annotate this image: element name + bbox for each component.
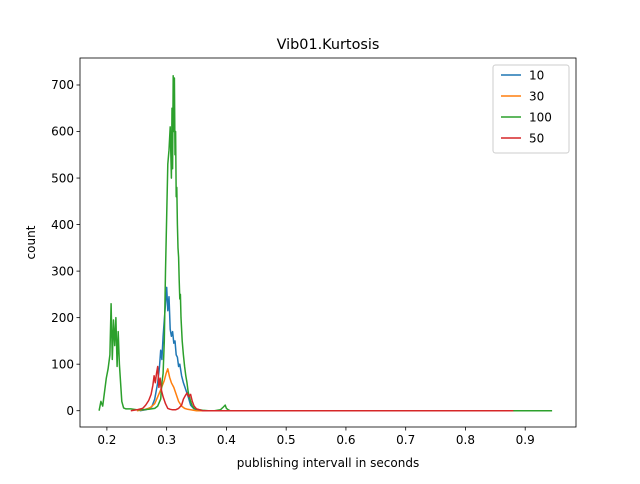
y-axis-label: count: [24, 225, 38, 259]
legend-label: 50: [529, 131, 544, 145]
chart-title: Vib01.Kurtosis: [277, 37, 380, 53]
x-tick-label: 0.9: [516, 433, 535, 447]
x-tick-label: 0.2: [97, 433, 116, 447]
legend-label: 30: [529, 89, 544, 103]
y-tick-label: 700: [51, 78, 74, 92]
axes-frame: [79, 57, 577, 428]
y-tick-label: 300: [51, 264, 74, 278]
legend-label: 10: [529, 68, 544, 82]
y-tick-label: 200: [51, 311, 74, 325]
y-tick-label: 100: [51, 357, 74, 371]
x-tick-label: 0.7: [396, 433, 415, 447]
legend: 10 30 100 50: [492, 64, 570, 154]
y-tick-label: 0: [66, 404, 74, 418]
plot-lines: [98, 74, 553, 412]
series-line-100: [98, 74, 553, 412]
x-axis-label: publishing intervall in seconds: [237, 456, 419, 470]
y-ticks: 0 100 200 300 400 500 600 700: [51, 78, 80, 418]
legend-box: [492, 64, 570, 154]
y-tick-label: 400: [51, 218, 74, 232]
y-tick-label: 600: [51, 125, 74, 139]
legend-label: 100: [529, 110, 552, 124]
series-line-50: [130, 365, 514, 412]
x-tick-label: 0.6: [336, 433, 355, 447]
y-tick-label: 500: [51, 171, 74, 185]
x-tick-label: 0.5: [277, 433, 296, 447]
x-tick-label: 0.3: [157, 433, 176, 447]
x-tick-label: 0.4: [217, 433, 236, 447]
x-tick-label: 0.8: [456, 433, 475, 447]
x-ticks: 0.2 0.3 0.4 0.5 0.6 0.7 0.8 0.9: [97, 427, 535, 447]
